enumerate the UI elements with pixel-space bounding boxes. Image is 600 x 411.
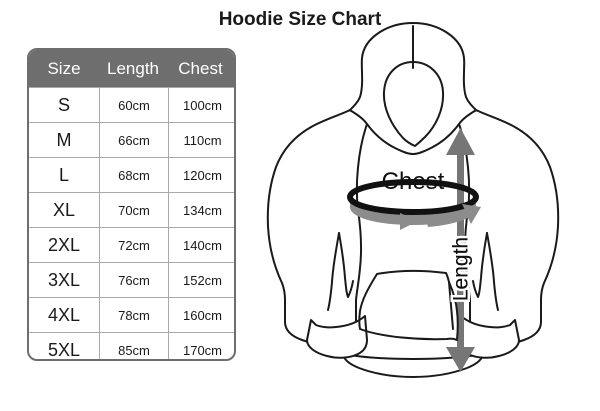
svg-text:Length: Length xyxy=(450,237,473,301)
svg-text:Chest: Chest xyxy=(382,168,445,195)
